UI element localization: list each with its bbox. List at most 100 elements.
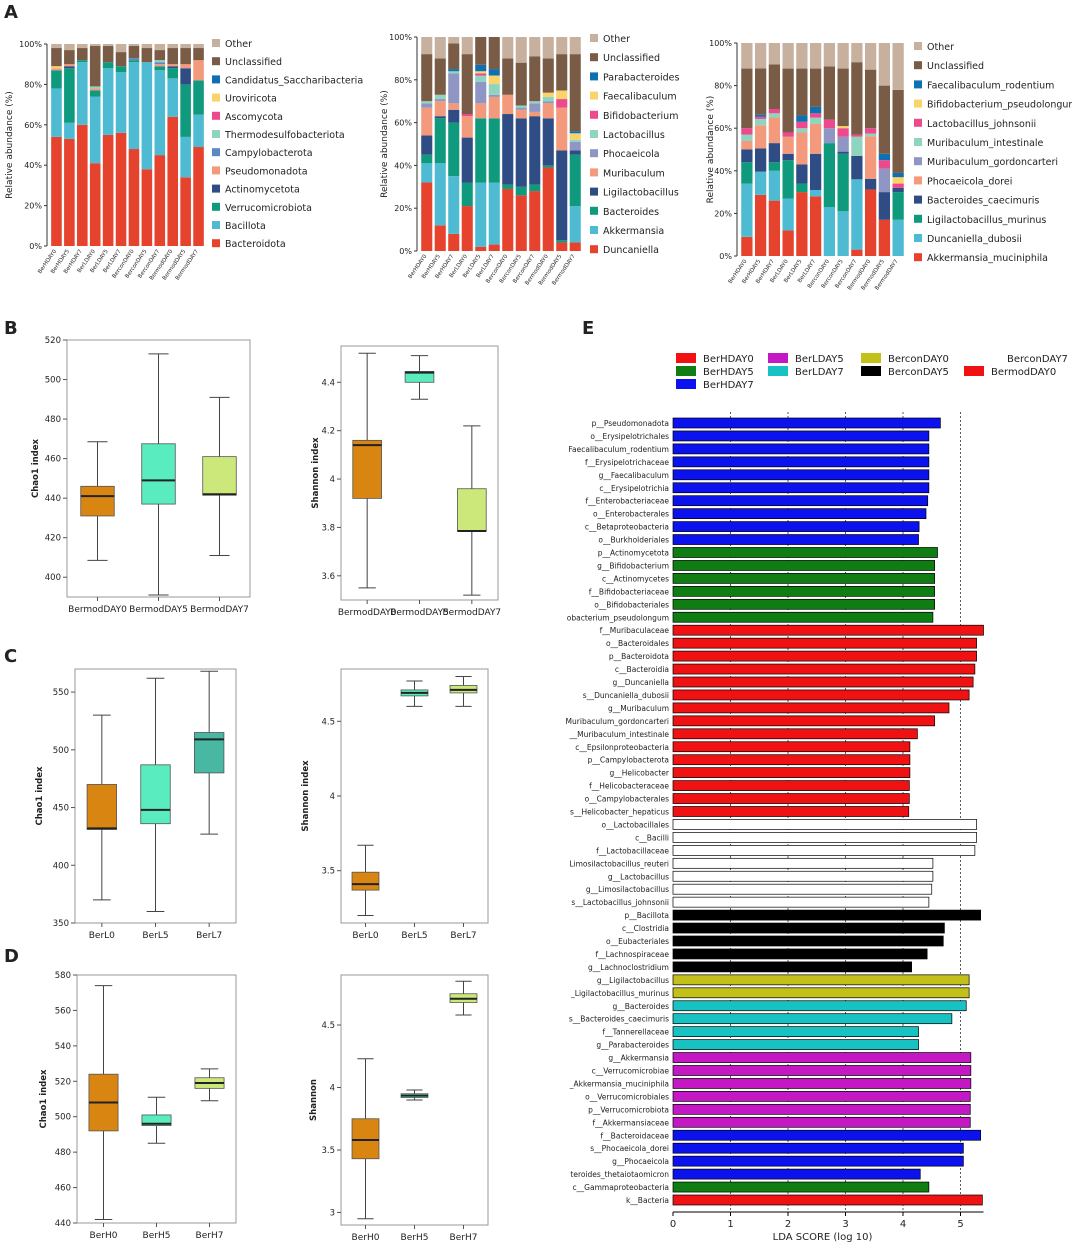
- y-tick-label: 480: [45, 415, 61, 425]
- y-axis-label: Chao1 index: [31, 438, 41, 498]
- x-tick-label: 5: [957, 1219, 963, 1230]
- bar-segment-other: [193, 44, 204, 49]
- legend-swatch: [212, 75, 220, 84]
- legend-label: Phocaeicola_dorei: [927, 176, 1012, 187]
- bar-segment-bacillota: [167, 78, 179, 117]
- bar-segment-uroviricota: [51, 66, 62, 69]
- bar-segment-bacteroides: [448, 122, 460, 177]
- lda-bar: [672, 443, 930, 455]
- lda-bar-label: _Ligilactobacillus_murinus: [570, 989, 669, 998]
- lda-bar-label: p__Bacteroidota: [609, 652, 669, 661]
- bar-segment-unclassified: [89, 46, 101, 87]
- bar-segment-duncaniella_dubosii: [782, 198, 794, 231]
- bar-segment-bacteroides_caecimuris: [768, 143, 781, 163]
- lda-bar-label: p__Verrucomicrobiota: [588, 1105, 669, 1114]
- legend-swatch: [914, 214, 922, 223]
- box-iqr: [202, 456, 237, 496]
- lda-bar: [672, 922, 945, 934]
- bar-segment-unclassified: [502, 58, 514, 95]
- bar-segment-bacillota: [193, 114, 204, 148]
- box-iqr: [351, 871, 380, 891]
- bar-segment-muribaculum: [461, 116, 473, 138]
- lda-bar: [672, 1065, 972, 1076]
- lda-bar: [672, 689, 970, 701]
- lda-bar: [672, 1155, 964, 1167]
- y-tick-label: 500: [55, 1113, 71, 1123]
- bar-segment-muribaculum_intestinale: [851, 136, 863, 156]
- bar-segment-verrucomicrobiota: [193, 80, 204, 115]
- lda-bar-label: __Muribaculum_intestinale: [569, 730, 670, 739]
- lda-bar-label: s__Bacteroides_caecimuris: [569, 1015, 669, 1024]
- y-tick-label: 440: [45, 494, 61, 504]
- bar-segment-duncaniella_dubosii: [823, 207, 836, 256]
- y-tick-label: 100%: [709, 39, 732, 48]
- lda-bar: [672, 857, 934, 869]
- bar-segment-thermodesulfobacteriota: [89, 86, 101, 89]
- legend-label: Akkermansia_muciniphila: [927, 253, 1048, 264]
- bar-segment-unclassified: [851, 62, 863, 135]
- lda-bar: [672, 819, 977, 830]
- category-label: BermodDAY7: [190, 605, 249, 615]
- bar-segment-muribaculum: [515, 109, 527, 119]
- lda-bar-label: g__Bifidobacterium: [597, 561, 669, 570]
- legend-swatch: [914, 61, 922, 70]
- bar-segment-faecalibaculum: [475, 71, 487, 74]
- legend-swatch: [590, 226, 598, 234]
- bar-segment-bifidobacterium_pseudolongum: [892, 177, 904, 184]
- box-plot-d2: 3 3.5 4 4.5 Shannon BerH0 BerH5 BerH7: [309, 974, 489, 1243]
- bar-segment-muribaculum: [556, 107, 568, 151]
- bar-segment-other: [64, 44, 75, 51]
- bar-segment-lactobacillus: [515, 105, 527, 108]
- bar-segment-lactobacillus: [529, 101, 541, 104]
- bar-segment-lactobacillus: [542, 96, 554, 102]
- legend-swatch: [676, 353, 696, 363]
- bar-segment-ligilactobacillus_murinus: [796, 183, 808, 193]
- bar-segment-bacteroides_caecimuris: [796, 164, 808, 184]
- bar-segment-verrucomicrobiota: [89, 90, 101, 97]
- category-label: BermodDAY5: [390, 608, 449, 618]
- bar-segment-bacteroides: [421, 154, 433, 164]
- bar-segment-akkermansia_muciniphila: [878, 219, 891, 256]
- bar-segment-bacillota: [102, 68, 114, 135]
- lda-bar-label: o__Eubacteriales: [606, 937, 669, 946]
- bar-segment-verrucomicrobiota: [128, 60, 140, 63]
- bar-segment-other: [102, 44, 114, 47]
- y-tick-label: 3.5: [321, 867, 335, 877]
- bar-segment-phocaeicola_dorei: [864, 136, 877, 179]
- y-tick-label: 350: [53, 919, 69, 929]
- bar-segment-unclassified: [128, 46, 140, 59]
- bar-segment-ligilactobacillus: [434, 116, 446, 119]
- lda-bar: [672, 508, 927, 519]
- bar-segment-other: [754, 43, 767, 69]
- lda-bar: [672, 870, 934, 882]
- y-tick-label: 540: [55, 1042, 71, 1052]
- y-tick-label: 4.4: [321, 378, 335, 388]
- lda-bar-label: g__Phocaeicola: [612, 1157, 669, 1166]
- category-label: BerH5: [143, 1231, 171, 1241]
- bar-segment-muribaculum_gordoncarteri: [878, 168, 891, 193]
- bar-segment-duncaniella: [529, 191, 541, 251]
- y-axis-label: Relative abundance (%): [706, 96, 716, 204]
- lda-bar: [672, 650, 977, 662]
- bar-segment-akkermansia: [475, 182, 487, 247]
- bar-segment-bacteroidota: [64, 138, 75, 246]
- panel-label-c: C: [4, 646, 17, 667]
- lda-bar-label: g__Helicobacter: [609, 769, 669, 778]
- legend-swatch: [212, 221, 220, 229]
- bar-segment-muribaculum: [488, 96, 500, 119]
- lda-bar: [672, 1026, 919, 1038]
- stacked-bar-chart-a3: 0% 20% 40% 60% 80% 100% Relative abundance (%)…: [706, 39, 1072, 292]
- lda-bar-label: f__Enterobacteriaceae: [586, 497, 670, 506]
- category-label: BerL0: [352, 931, 378, 941]
- bar-segment-ligilactobacillus_murinus: [782, 160, 794, 199]
- legend-swatch: [212, 239, 220, 248]
- lda-bar: [672, 793, 910, 804]
- y-tick-label: 500: [45, 376, 61, 386]
- legend-swatch: [861, 366, 881, 376]
- bar-segment-bacillota: [141, 62, 153, 170]
- bar-segment-duncaniella: [421, 182, 433, 251]
- lda-bar-label: p__Bacillota: [624, 911, 669, 920]
- bar-segment-muribaculum_intestinale: [741, 134, 753, 141]
- bar-segment-bacteroides_caecimuris: [878, 192, 891, 220]
- x-tick-label: 2: [785, 1219, 791, 1230]
